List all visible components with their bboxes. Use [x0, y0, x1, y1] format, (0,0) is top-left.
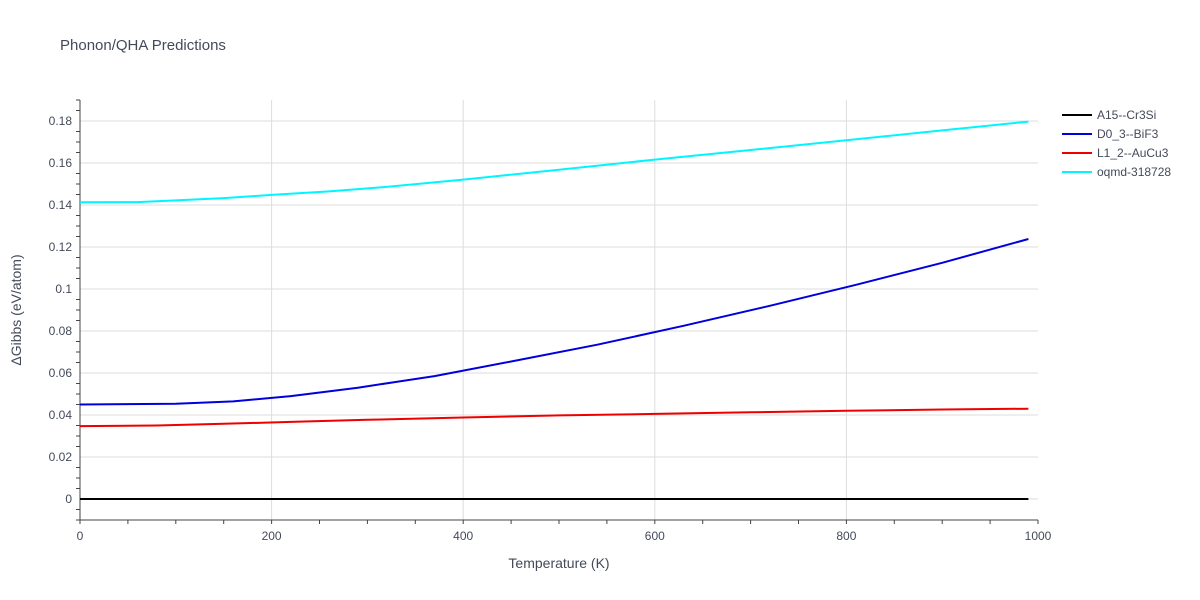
x-tick-label: 1000 [1025, 529, 1052, 543]
y-tick-label: 0.16 [49, 156, 73, 170]
x-tick-label: 0 [77, 529, 84, 543]
y-tick-label: 0.02 [49, 450, 73, 464]
legend-label[interactable]: L1_2--AuCu3 [1097, 146, 1169, 160]
x-tick-label: 400 [453, 529, 473, 543]
x-tick-label: 800 [836, 529, 856, 543]
axes: 0 200 400 600 800 1000 0 0.02 0.04 0.06 0.08 0.1 0.1… [49, 99, 1052, 543]
grid-lines [80, 100, 1038, 520]
y-tick-label: 0.06 [49, 366, 73, 380]
x-tick-label: 600 [645, 529, 665, 543]
legend-label[interactable]: A15--Cr3Si [1097, 108, 1156, 122]
y-tick-label: 0 [65, 492, 72, 506]
y-axis-title: ΔGibbs (eV/atom) [8, 254, 24, 365]
legend[interactable]: A15--Cr3Si D0_3--BiF3 L1_2--AuCu3 oqmd-3187… [1062, 108, 1171, 179]
x-axis-title: Temperature (K) [508, 555, 609, 571]
y-tick-label: 0.08 [49, 324, 73, 338]
y-tick-label: 0.1 [55, 282, 72, 296]
legend-label[interactable]: D0_3--BiF3 [1097, 127, 1159, 141]
y-tick-label: 0.04 [49, 408, 73, 422]
y-tick-label: 0.14 [49, 198, 73, 212]
chart-title: Phonon/QHA Predictions [60, 37, 226, 54]
x-tick-label: 200 [262, 529, 282, 543]
series-line [79, 407, 1029, 428]
legend-label[interactable]: oqmd-318728 [1097, 165, 1171, 179]
series-line [79, 120, 1029, 204]
y-tick-label: 0.18 [49, 114, 73, 128]
series-lines [79, 120, 1029, 500]
y-tick-label: 0.12 [49, 240, 73, 254]
series-line [79, 238, 1029, 406]
